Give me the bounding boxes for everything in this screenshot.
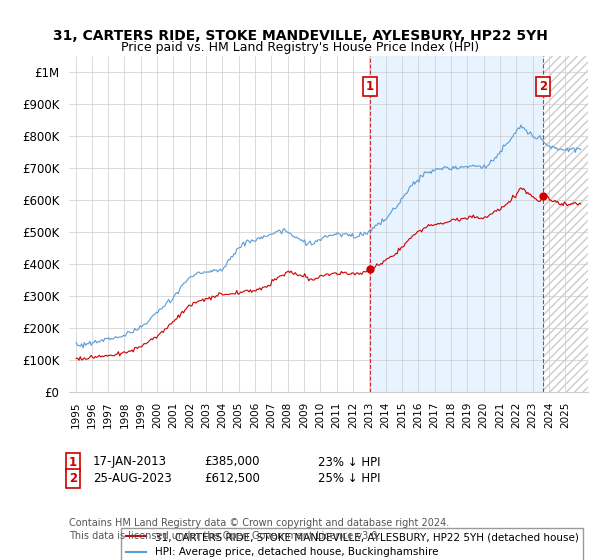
Bar	[543, 56, 590, 392]
Text: 2: 2	[539, 80, 547, 93]
Legend: 31, CARTERS RIDE, STOKE MANDEVILLE, AYLESBURY, HP22 5YH (detached house), HPI: A: 31, CARTERS RIDE, STOKE MANDEVILLE, AYLE…	[121, 528, 583, 560]
Text: Price paid vs. HM Land Registry's House Price Index (HPI): Price paid vs. HM Land Registry's House …	[121, 40, 479, 54]
Bar	[370, 56, 543, 392]
Text: 2: 2	[69, 472, 77, 486]
Text: 1: 1	[366, 80, 374, 93]
Text: Contains HM Land Registry data © Crown copyright and database right 2024.
This d: Contains HM Land Registry data © Crown c…	[69, 518, 449, 541]
Text: 23% ↓ HPI: 23% ↓ HPI	[318, 455, 380, 469]
Text: £385,000: £385,000	[204, 455, 260, 469]
Text: 17-JAN-2013: 17-JAN-2013	[93, 455, 167, 469]
Text: 1: 1	[69, 455, 77, 469]
Text: 25-AUG-2023: 25-AUG-2023	[93, 472, 172, 486]
Text: 31, CARTERS RIDE, STOKE MANDEVILLE, AYLESBURY, HP22 5YH: 31, CARTERS RIDE, STOKE MANDEVILLE, AYLE…	[53, 29, 547, 44]
Text: £612,500: £612,500	[204, 472, 260, 486]
Text: 25% ↓ HPI: 25% ↓ HPI	[318, 472, 380, 486]
